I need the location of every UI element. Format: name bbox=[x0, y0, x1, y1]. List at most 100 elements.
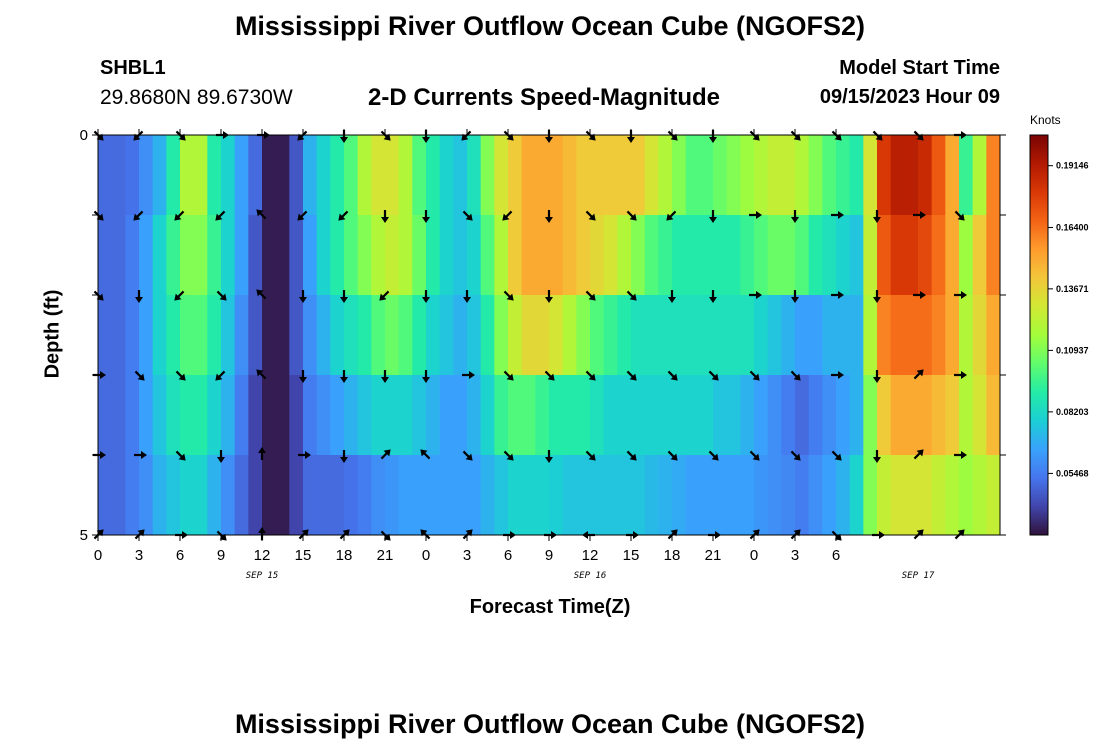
heatmap-cell bbox=[508, 215, 523, 296]
chart-subtitle: 2-D Currents Speed-Magnitude bbox=[368, 84, 721, 111]
heatmap-cell bbox=[316, 375, 331, 456]
current-vector bbox=[585, 370, 596, 381]
heatmap-cell bbox=[330, 135, 345, 216]
current-vector bbox=[954, 210, 965, 221]
station-id: SHBL1 bbox=[100, 57, 166, 79]
heatmap-cell bbox=[180, 375, 195, 456]
current-vector bbox=[831, 450, 842, 461]
heatmap-cell bbox=[221, 375, 236, 456]
heatmap-cell bbox=[303, 375, 318, 456]
current-vector bbox=[749, 370, 760, 381]
heatmap-cell bbox=[713, 375, 728, 456]
heatmap-cell bbox=[234, 295, 249, 376]
heatmap-cell bbox=[972, 295, 987, 376]
current-vector bbox=[749, 291, 762, 299]
date-label: SEP 17 bbox=[902, 571, 935, 581]
heatmap-cell bbox=[795, 135, 810, 216]
heatmap-cell bbox=[125, 375, 140, 456]
heatmap-cell bbox=[521, 295, 536, 376]
heatmap-cell bbox=[139, 375, 154, 456]
heatmap-cell bbox=[685, 455, 700, 536]
heatmap-cell bbox=[822, 455, 837, 536]
heatmap-cell bbox=[289, 215, 304, 296]
heatmap-cell bbox=[576, 135, 591, 216]
current-vector bbox=[174, 210, 185, 221]
heatmap-cell bbox=[207, 455, 222, 536]
heatmap-cell bbox=[631, 455, 646, 536]
current-vector bbox=[379, 290, 390, 301]
heatmap-cell bbox=[549, 135, 564, 216]
heatmap-cell bbox=[180, 215, 195, 296]
heatmap-cell bbox=[166, 295, 181, 376]
colorbar-tick-label: 0.13671 bbox=[1056, 284, 1089, 294]
current-vector bbox=[420, 449, 431, 460]
heatmap-cell bbox=[672, 135, 687, 216]
current-vector bbox=[258, 447, 266, 460]
current-vector bbox=[174, 290, 185, 301]
heatmap-cell bbox=[631, 375, 646, 456]
heatmap-cell bbox=[562, 455, 577, 536]
x-axis-label: Forecast Time(Z) bbox=[469, 596, 631, 618]
heatmap-cell bbox=[549, 455, 564, 536]
current-vector bbox=[626, 210, 637, 221]
heatmap-cell bbox=[631, 215, 646, 296]
heatmap-cell bbox=[371, 135, 386, 216]
heatmap-cell bbox=[590, 375, 605, 456]
heatmap-cell bbox=[152, 135, 167, 216]
heatmap-cell bbox=[877, 375, 892, 456]
heatmap-cell bbox=[316, 455, 331, 536]
current-vector bbox=[135, 290, 143, 303]
current-vector bbox=[791, 210, 799, 223]
heatmap-cell bbox=[972, 215, 987, 296]
current-vector bbox=[256, 289, 267, 300]
heatmap-cell bbox=[535, 215, 550, 296]
heatmap-cell bbox=[808, 375, 823, 456]
current-vector bbox=[544, 370, 555, 381]
heatmap-cell bbox=[713, 455, 728, 536]
heatmap-cell bbox=[959, 375, 974, 456]
colorbar: 0.19146 0.16400 0.13671 0.10937 0.08203 0.054… bbox=[1029, 134, 1089, 536]
current-vector bbox=[340, 450, 348, 463]
heatmap-cell bbox=[508, 375, 523, 456]
heatmap-cell bbox=[986, 375, 1001, 456]
current-vector bbox=[667, 370, 678, 381]
heatmap-cell bbox=[535, 135, 550, 216]
heatmap-cell bbox=[316, 215, 331, 296]
heatmap-cell bbox=[193, 215, 208, 296]
heatmap-cell bbox=[699, 455, 714, 536]
heatmap-cell bbox=[931, 295, 946, 376]
heatmap-cell bbox=[111, 295, 126, 376]
heatmap-cell bbox=[699, 375, 714, 456]
heatmap-cell bbox=[685, 215, 700, 296]
heatmap-cell bbox=[330, 455, 345, 536]
heatmap-cell bbox=[234, 455, 249, 536]
heatmap-cell bbox=[152, 215, 167, 296]
heatmap-cell bbox=[248, 295, 263, 376]
heatmap-cell bbox=[344, 295, 359, 376]
colorbar-scale bbox=[1029, 134, 1049, 536]
current-vector bbox=[299, 370, 307, 383]
heatmap-cell bbox=[959, 455, 974, 536]
heatmap-cell bbox=[303, 295, 318, 376]
heatmap-cell bbox=[166, 375, 181, 456]
x-tick-label: 9 bbox=[217, 547, 225, 564]
heatmap-cell bbox=[180, 135, 195, 216]
heatmap-cell bbox=[412, 295, 427, 376]
heatmap-cell bbox=[904, 375, 919, 456]
heatmap-cell bbox=[918, 295, 933, 376]
heatmap-cell bbox=[959, 135, 974, 216]
heatmap-cell bbox=[152, 295, 167, 376]
heatmap-cell bbox=[398, 295, 413, 376]
heatmap-cell bbox=[439, 295, 454, 376]
heatmap-cell bbox=[193, 135, 208, 216]
heatmap-cell bbox=[521, 455, 536, 536]
current-vector bbox=[298, 451, 311, 459]
heatmap-cell bbox=[590, 135, 605, 216]
heatmap-cell bbox=[426, 375, 441, 456]
heatmap-cell bbox=[521, 215, 536, 296]
heatmap-cell bbox=[207, 135, 222, 216]
heatmap-cell bbox=[890, 295, 905, 376]
heatmap-cell bbox=[371, 455, 386, 536]
heatmap-cell bbox=[549, 375, 564, 456]
heatmap-cell bbox=[480, 375, 495, 456]
